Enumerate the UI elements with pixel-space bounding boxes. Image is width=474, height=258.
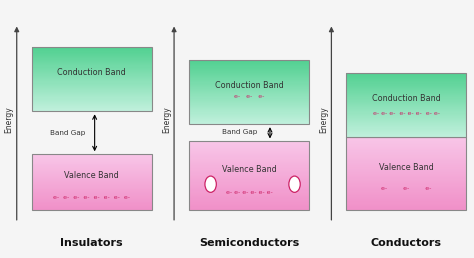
Text: Band Gap: Band Gap (50, 130, 85, 136)
Text: Energy: Energy (162, 107, 171, 133)
Bar (189, 141, 309, 210)
Text: e-        e-        e-: e- e- e- (381, 186, 431, 191)
Text: Valence Band: Valence Band (64, 171, 119, 180)
Text: Conduction Band: Conduction Band (57, 68, 126, 77)
Text: e- e- e-  e- e- e-  e- e-: e- e- e- e- e- e- e- e- (373, 111, 440, 116)
Bar (32, 154, 152, 210)
Bar (346, 137, 466, 210)
Text: Band Gap: Band Gap (222, 129, 258, 135)
Text: Semiconductors: Semiconductors (199, 238, 299, 248)
Text: Conductors: Conductors (371, 238, 442, 248)
Text: Energy: Energy (319, 107, 328, 133)
Text: Energy: Energy (5, 107, 14, 133)
Bar (32, 47, 152, 111)
Bar (346, 73, 466, 137)
Text: Conduction Band: Conduction Band (372, 94, 441, 103)
Text: Insulators: Insulators (60, 238, 123, 248)
Text: e- e- e- e- e- e-: e- e- e- e- e- e- (226, 190, 273, 195)
Text: e-  e-  e-  e-  e-  e-  e-  e-: e- e- e- e- e- e- e- e- (53, 195, 130, 199)
Bar (189, 60, 309, 124)
Text: Conduction Band: Conduction Band (215, 81, 283, 90)
Circle shape (289, 176, 300, 192)
Text: Valence Band: Valence Band (379, 163, 434, 172)
Text: e-   e-   e-: e- e- e- (234, 94, 264, 99)
Circle shape (205, 176, 216, 192)
Text: Valence Band: Valence Band (222, 165, 276, 174)
